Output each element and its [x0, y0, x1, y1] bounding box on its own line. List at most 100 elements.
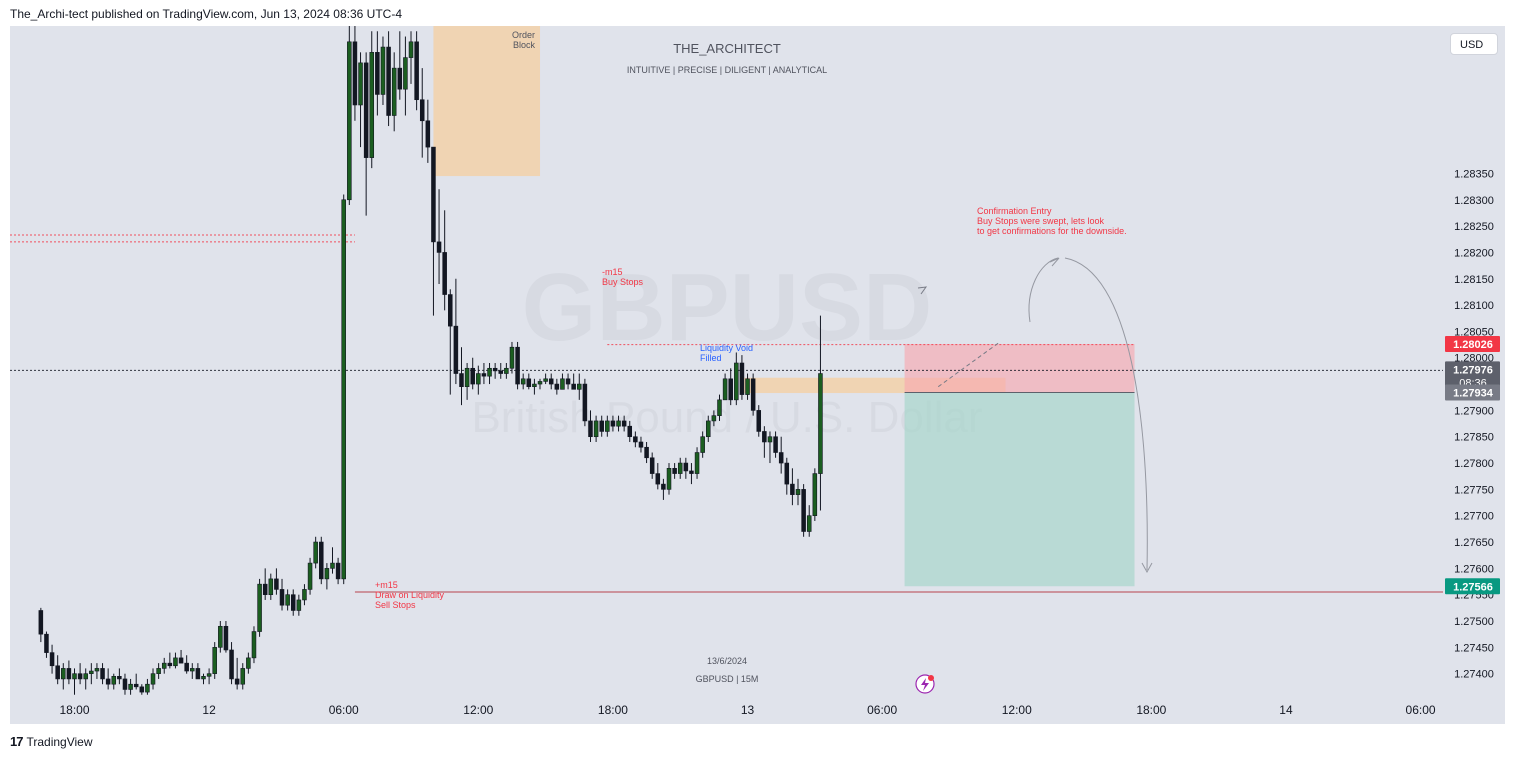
candle	[313, 541, 318, 564]
candle	[666, 468, 672, 490]
candle	[296, 599, 302, 611]
candle	[414, 41, 419, 101]
order-block-label: Order	[512, 30, 535, 40]
candle	[105, 678, 111, 685]
candle	[72, 673, 77, 680]
candle	[274, 578, 279, 590]
confirmation-entry-label: Confirmation Entry	[977, 206, 1052, 216]
candle	[750, 378, 756, 411]
candle	[44, 633, 49, 653]
candle	[812, 473, 818, 517]
candle	[694, 452, 700, 474]
tradingview-brand[interactable]: TradingView	[26, 734, 93, 749]
candle	[324, 568, 330, 580]
x-axis-tick-label: 06:00	[1406, 703, 1436, 717]
curved-arrow-down-head	[1141, 562, 1153, 574]
candle	[605, 420, 610, 432]
candle	[156, 668, 161, 674]
candle	[201, 676, 206, 680]
candle	[403, 57, 408, 90]
price-label-value: 1.27934	[1453, 387, 1494, 399]
x-axis-tick-label: 14	[1279, 703, 1293, 717]
candle	[268, 578, 274, 595]
currency-button[interactable]: USD	[1450, 33, 1498, 55]
footer: 17 TradingView	[10, 734, 93, 749]
candle	[431, 146, 436, 243]
candle	[677, 462, 683, 474]
candle	[117, 676, 122, 680]
candle	[190, 668, 195, 672]
zone-target-zone	[904, 392, 1135, 587]
y-axis-tick-label: 1.27400	[1454, 669, 1494, 681]
candle	[184, 662, 189, 672]
watermark-symbol-timeframe: GBPUSD | 15M	[696, 674, 759, 684]
zone-stop-zone	[904, 344, 1135, 393]
candle	[644, 446, 649, 459]
candle	[661, 483, 666, 490]
candle	[218, 625, 223, 648]
y-axis-tick-label: 1.28300	[1454, 195, 1494, 207]
candle	[464, 367, 470, 387]
candle	[638, 441, 644, 448]
candle	[442, 252, 447, 295]
publish-header: The_Archi-tect published on TradingView.…	[10, 7, 403, 21]
x-axis-tick-label: 18:00	[59, 703, 89, 717]
candle	[49, 652, 55, 667]
candle	[100, 668, 105, 680]
candle	[520, 378, 526, 385]
watermark-symbol: GBPUSD	[522, 254, 933, 361]
candle	[386, 46, 391, 116]
candle	[487, 367, 492, 377]
candle	[161, 662, 167, 669]
candle	[734, 362, 739, 401]
candle	[290, 594, 296, 611]
candle	[347, 41, 352, 201]
candle	[655, 473, 661, 485]
candle	[784, 462, 790, 485]
candle	[818, 373, 823, 474]
candle	[246, 657, 251, 669]
candle	[790, 483, 795, 495]
curved-arrow-up-head	[1049, 257, 1060, 267]
plot-background	[10, 26, 1443, 700]
candle	[762, 431, 767, 443]
candle	[476, 373, 481, 385]
candle	[234, 678, 240, 685]
watermark-motto: INTUITIVE | PRECISE | DILIGENT | ANALYTI…	[627, 65, 827, 75]
notification-dot-icon	[928, 675, 934, 681]
candle	[122, 678, 128, 690]
x-axis-tick-label: 06:00	[329, 703, 359, 717]
candle	[621, 420, 627, 427]
candle	[302, 589, 307, 601]
candle	[745, 378, 750, 395]
candle	[330, 562, 335, 569]
projection-arrow	[937, 341, 1001, 388]
candle	[756, 410, 762, 432]
candle	[717, 399, 722, 416]
candle	[773, 436, 778, 453]
candle	[335, 562, 341, 580]
y-axis-tick-label: 1.28200	[1454, 247, 1494, 259]
candle	[150, 673, 156, 685]
candle	[649, 457, 655, 474]
candle	[554, 383, 560, 390]
curved-arrow-up	[1028, 257, 1059, 323]
candle	[145, 683, 150, 693]
candle	[627, 425, 633, 438]
candle	[565, 378, 571, 385]
candle	[369, 52, 375, 158]
x-axis-tick-label: 13	[741, 703, 755, 717]
y-axis-tick-label: 1.27450	[1454, 642, 1494, 654]
y-axis-tick-label: 1.27500	[1454, 616, 1494, 628]
candle	[711, 415, 717, 422]
y-axis-tick-label: 1.27800	[1454, 458, 1494, 470]
sell-stops-label: Draw on Liquidity	[375, 590, 445, 600]
price-label-value: 1.27976	[1453, 364, 1493, 376]
candle	[240, 668, 246, 685]
y-axis-tick-label: 1.28050	[1454, 326, 1494, 338]
candle	[133, 683, 139, 688]
liquidity-void-label: Filled	[700, 353, 722, 363]
candle	[509, 346, 515, 369]
lightning-bolt-icon	[921, 678, 929, 691]
